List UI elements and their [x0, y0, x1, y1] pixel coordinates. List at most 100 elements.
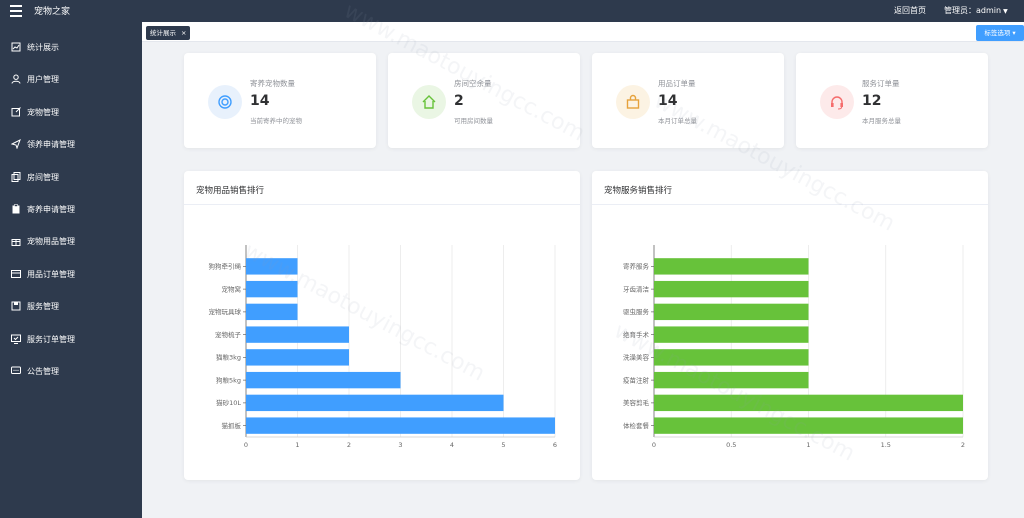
x-tick-label: 6 [553, 441, 557, 449]
category-label: 宠物窝 [222, 284, 242, 293]
sidebar-item[interactable]: 领养申请管理 [0, 133, 142, 155]
bag-icon [626, 94, 640, 109]
stat-label: 用品订单量 [658, 79, 696, 88]
sidebar-item[interactable]: 服务订单管理 [0, 328, 142, 350]
sidebar-item[interactable]: 公告管理 [0, 360, 142, 382]
bar [246, 280, 298, 298]
category-label: 牙齿清洁 [623, 284, 650, 293]
bar [246, 417, 555, 434]
headset-icon [831, 96, 843, 110]
stat-icon-circle [616, 85, 650, 119]
sidebar-item-label: 寄养申请管理 [27, 205, 75, 214]
category-label: 疫苗注射 [623, 375, 650, 384]
card-icon [11, 269, 21, 278]
menu-toggle-icon[interactable] [10, 5, 22, 17]
stat-label: 服务订单量 [862, 79, 900, 88]
x-tick-label: 0.5 [726, 441, 736, 449]
message-icon [11, 366, 21, 374]
category-label: 绝育手术 [623, 330, 650, 339]
category-label: 美容剪毛 [623, 398, 650, 407]
bar [654, 417, 963, 434]
sidebar-item[interactable]: 宠物管理 [0, 101, 142, 123]
bar [246, 303, 298, 321]
sidebar-item-label: 用品订单管理 [27, 269, 75, 279]
services-bar-chart: 0 0.5 1 1.5 2 寄养服务牙齿清洁驱虫服务绝育手术洗澡美容疫苗注射美容剪毛体检套… [623, 245, 965, 449]
stat-icon-circle [820, 85, 854, 119]
x-tick-label: 0 [244, 441, 248, 449]
house-icon [422, 95, 436, 109]
stat-value: 14 [250, 93, 270, 109]
sidebar-item-label: 用户管理 [27, 75, 59, 85]
bar [654, 394, 963, 412]
sidebar-item[interactable]: 用品订单管理 [0, 263, 142, 285]
stat-label: 寄养宠物数量 [250, 79, 295, 88]
x-tick-label: 2 [961, 441, 965, 449]
category-label: 狗粮5kg [216, 375, 241, 384]
x-tick-label: 3 [398, 441, 402, 449]
tab-bar: 统计展示 × 标签选项 ▾ [142, 22, 1024, 42]
send-icon [11, 139, 21, 150]
sidebar-item[interactable]: 房间管理 [0, 166, 142, 188]
category-label: 寄养服务 [623, 262, 650, 271]
tab-statistics[interactable]: 统计展示 × [146, 26, 191, 40]
x-tick-label: 0 [652, 441, 656, 449]
sidebar-item-label: 领养申请管理 [27, 140, 75, 150]
sidebar-item[interactable]: 统计展示 [0, 36, 142, 58]
category-label: 猫粮3kg [216, 353, 241, 362]
bar [246, 371, 401, 389]
x-tick-label: 1 [806, 441, 810, 449]
category-label: 驱虫服务 [623, 307, 650, 316]
category-label: 猫砂10L [216, 398, 241, 407]
tab-options-label: 标签选项 [984, 29, 1011, 37]
x-tick-label: 5 [501, 441, 505, 449]
category-label: 宠物梳子 [215, 330, 242, 339]
sidebar-item-label: 统计展示 [27, 43, 59, 52]
bar [246, 326, 349, 343]
x-tick-label: 4 [450, 441, 454, 449]
stat-value: 12 [862, 93, 882, 109]
chart-icon [11, 42, 21, 52]
sidebar-item-label: 宠物用品管理 [27, 237, 75, 247]
sidebar-item-label: 房间管理 [27, 172, 59, 182]
stat-value: 14 [658, 93, 678, 109]
user-icon [11, 74, 21, 85]
stat-icon-circle [412, 85, 446, 119]
sidebar-item[interactable]: 寄养申请管理 [0, 198, 142, 220]
caret-down-icon: ▼ [1003, 8, 1008, 15]
clipboard-icon [12, 204, 20, 214]
bar [654, 371, 809, 389]
products-chart-card: 宠物用品销售排行 0 1 2 3 4 5 6 狗狗牵引绳 宠物窝 宠物玩具球 宠物梳子 猫粮3kg 狗粮… [184, 171, 580, 480]
stat-card: 服务订单量 12 本月服务总量 [796, 53, 988, 148]
chart-title: 宠物服务销售排行 [604, 186, 673, 196]
category-label: 狗狗牵引绳 [209, 262, 242, 271]
sidebar-item[interactable]: 宠物用品管理 [0, 230, 142, 252]
services-chart-card: 宠物服务销售排行 0 0.5 1 1.5 2 寄养服务 牙齿清洁 驱虫服务 绝育手术 洗澡美容 疫苗… [592, 171, 988, 480]
chart-title: 宠物用品销售排行 [196, 186, 265, 196]
bar [654, 258, 809, 275]
sidebar-item[interactable]: 用户管理 [0, 68, 142, 90]
stat-value: 2 [454, 93, 464, 109]
sidebar-item-label: 服务订单管理 [27, 334, 75, 344]
bar [246, 394, 504, 412]
admin-label: 管理员：admin [944, 6, 1002, 15]
gift-icon [11, 239, 21, 247]
tab-options-button[interactable]: 标签选项 ▾ [976, 25, 1024, 41]
stat-card: 用品订单量 14 本月订单总量 [592, 53, 784, 148]
top-bar: 宠物之家 返回首页 管理员：admin ▼ [0, 0, 1024, 22]
app-title: 宠物之家 [34, 7, 71, 17]
stat-description: 可用房间数量 [454, 117, 493, 125]
bar [654, 280, 809, 298]
sidebar-item-label: 服务管理 [27, 302, 59, 312]
bar [654, 303, 809, 321]
stat-icon-circle [208, 85, 242, 119]
admin-dropdown[interactable]: 管理员：admin ▼ [944, 5, 1008, 16]
close-icon[interactable]: × [181, 29, 187, 37]
sidebar: 统计展示用户管理宠物管理领养申请管理 房间管理寄养申请管理 宠物用品管理 用品订单管理… [0, 22, 142, 518]
sidebar-item[interactable]: 服务管理 [0, 295, 142, 317]
bar [654, 349, 809, 366]
bar [246, 349, 349, 366]
category-label: 宠物玩具球 [209, 307, 242, 316]
home-link[interactable]: 返回首页 [894, 6, 926, 15]
lifebuoy-icon [218, 95, 232, 109]
